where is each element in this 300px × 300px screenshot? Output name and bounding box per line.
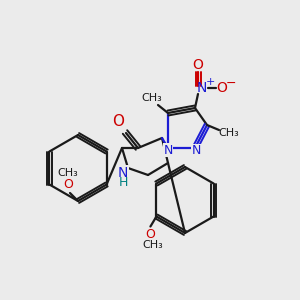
Text: +: + xyxy=(205,77,215,87)
Text: CH₃: CH₃ xyxy=(219,128,239,138)
Text: O: O xyxy=(112,115,124,130)
Text: N: N xyxy=(191,145,201,158)
Text: −: − xyxy=(226,76,236,89)
Text: CH₃: CH₃ xyxy=(142,93,162,103)
Text: O: O xyxy=(217,81,227,95)
Text: O: O xyxy=(193,58,203,72)
Text: N: N xyxy=(118,166,128,180)
Text: N: N xyxy=(163,143,173,157)
Text: O: O xyxy=(63,178,73,190)
Text: N: N xyxy=(197,81,207,95)
Text: CH₃: CH₃ xyxy=(142,239,163,250)
Text: CH₃: CH₃ xyxy=(58,168,78,178)
Text: O: O xyxy=(146,228,155,241)
Text: H: H xyxy=(118,176,128,188)
